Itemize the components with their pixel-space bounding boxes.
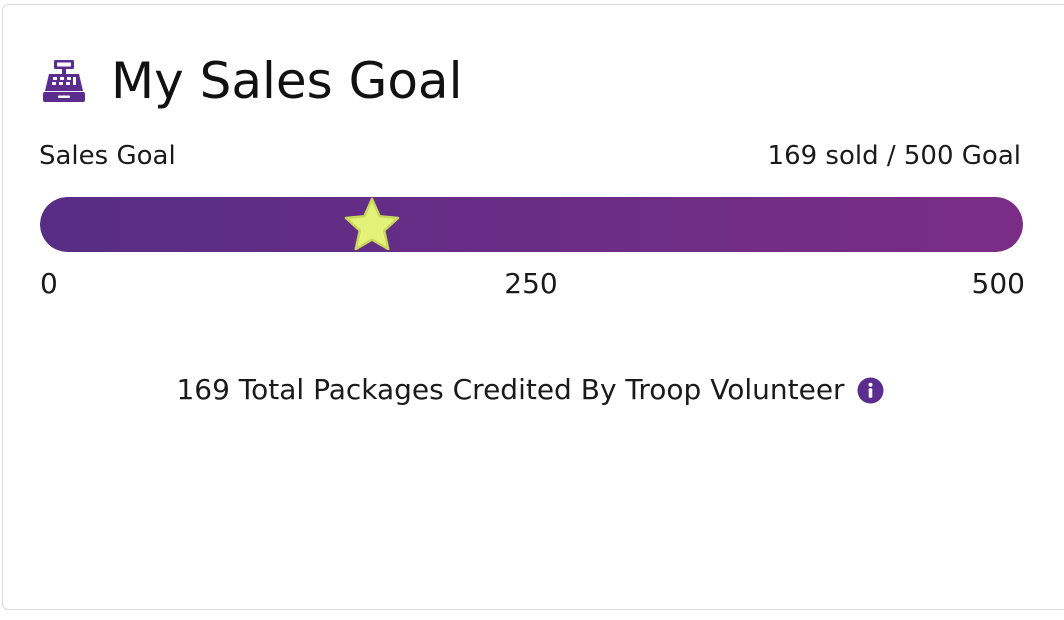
progress-mid-label: 250 — [504, 267, 558, 300]
sales-goal-card: My Sales Goal Sales Goal 169 sold / 500 … — [2, 4, 1064, 610]
credited-packages-text: 169 Total Packages Credited By Troop Vol… — [176, 373, 845, 406]
sales-goal-summary: 169 sold / 500 Goal — [767, 141, 1021, 171]
cash-register-icon — [39, 56, 89, 106]
star-icon — [342, 195, 402, 255]
progress-max-label: 500 — [971, 267, 1025, 300]
credited-packages-row: 169 Total Packages Credited By Troop Vol… — [3, 372, 1057, 408]
sales-goal-progress-bar — [40, 197, 1023, 252]
card-title: My Sales Goal — [111, 52, 463, 110]
progress-min-label: 0 — [40, 267, 58, 300]
card-header: My Sales Goal — [39, 49, 462, 113]
info-icon[interactable] — [857, 377, 884, 404]
sales-goal-label: Sales Goal — [39, 141, 176, 171]
progress-bar-track — [40, 197, 1023, 252]
